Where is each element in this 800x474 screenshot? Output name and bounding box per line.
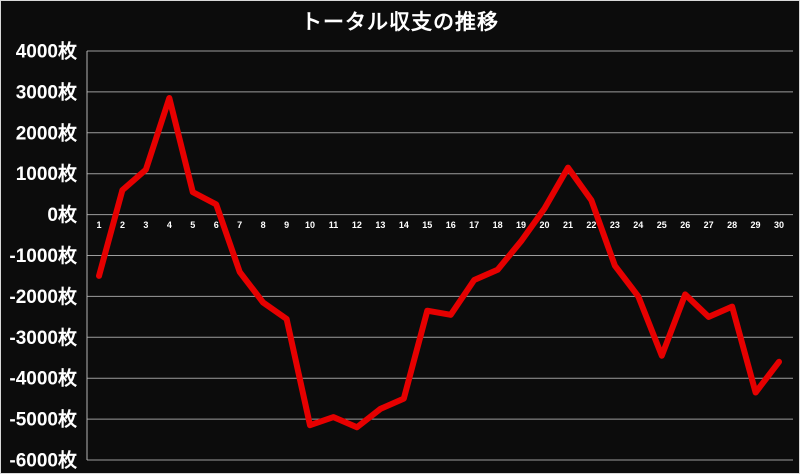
x-axis-label: 27 bbox=[704, 220, 714, 230]
x-axis-label: 26 bbox=[680, 220, 690, 230]
x-axis-label: 28 bbox=[727, 220, 737, 230]
x-axis-label: 14 bbox=[399, 220, 409, 230]
y-axis-label: 3000枚 bbox=[16, 80, 78, 103]
x-axis-label: 21 bbox=[563, 220, 573, 230]
y-axis-label: 2000枚 bbox=[16, 121, 78, 144]
y-axis-label: -6000枚 bbox=[9, 449, 78, 472]
y-axis-label: 0枚 bbox=[47, 203, 78, 226]
x-axis-label: 4 bbox=[167, 220, 172, 230]
y-axis-label: 1000枚 bbox=[16, 162, 78, 185]
x-axis-label: 11 bbox=[329, 220, 339, 230]
x-axis-label: 8 bbox=[261, 220, 266, 230]
x-axis-label: 20 bbox=[540, 220, 550, 230]
x-axis-label: 29 bbox=[751, 220, 761, 230]
x-axis-label: 18 bbox=[493, 220, 503, 230]
x-axis-label: 2 bbox=[120, 220, 125, 230]
x-axis-label: 16 bbox=[446, 220, 456, 230]
balance-line bbox=[96, 95, 782, 431]
chart-title: トータル収支の推移 bbox=[301, 11, 499, 34]
x-axis-label: 10 bbox=[305, 220, 315, 230]
x-axis-label: 22 bbox=[586, 220, 596, 230]
x-axis-label: 6 bbox=[214, 220, 219, 230]
x-axis-label: 17 bbox=[469, 220, 479, 230]
y-axis-label: -1000枚 bbox=[9, 244, 78, 267]
x-axis-label: 3 bbox=[143, 220, 148, 230]
x-axis-label: 5 bbox=[190, 220, 195, 230]
y-axis-label: -2000枚 bbox=[9, 285, 78, 308]
y-axis-label: -4000枚 bbox=[9, 367, 78, 390]
x-axis-label: 23 bbox=[610, 220, 620, 230]
x-axis-label: 9 bbox=[284, 220, 289, 230]
y-axis-label: 4000枚 bbox=[16, 40, 78, 63]
x-axis-label: 25 bbox=[657, 220, 667, 230]
x-axis-label: 30 bbox=[774, 220, 784, 230]
x-axis-label: 12 bbox=[352, 220, 362, 230]
x-axis-label: 15 bbox=[422, 220, 432, 230]
x-axis-label: 7 bbox=[237, 220, 242, 230]
x-axis-label: 1 bbox=[96, 220, 101, 230]
x-axis-label: 24 bbox=[633, 220, 643, 230]
y-axis-label: -5000枚 bbox=[9, 408, 78, 431]
y-axis-label: -3000枚 bbox=[9, 326, 78, 349]
x-axis-label: 13 bbox=[375, 220, 385, 230]
x-axis-label: 19 bbox=[516, 220, 526, 230]
